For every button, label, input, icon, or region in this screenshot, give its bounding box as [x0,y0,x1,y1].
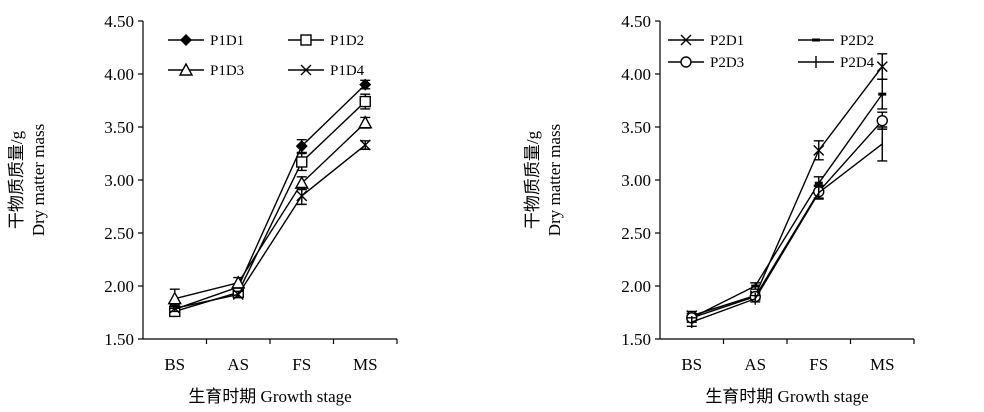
data-point [231,275,246,289]
x-axis-title: 生育时期 Growth stage [188,387,351,406]
data-point [295,140,308,153]
y-tick-label: 3.50 [104,118,134,137]
series-line [174,84,366,310]
chart-panel-right: 1.50 2.00 2.50 3.00 3.50 4.00 4.50 BS AS FS MS生育时期… [523,12,915,406]
series-p2d1 [686,53,888,322]
legend-item-p2d2: P2D2 [798,33,874,49]
data-point [167,291,182,305]
y-tick-label: 4.00 [621,65,651,84]
series-p1d2 [169,93,371,318]
x-tick-label-ms: MS [353,355,378,374]
series-p1d1 [168,78,372,316]
legend-label: P2D2 [840,33,874,49]
legend-label: P1D2 [330,33,364,49]
y-tick-label: 4.00 [104,65,134,84]
data-point [232,288,244,300]
y-tick-label: 3.50 [621,118,651,137]
series-line [174,101,366,313]
legend-label: P1D4 [330,63,365,79]
x-tick-label-as: AS [227,355,249,374]
y-axis-title-cn: 干物质质量/g [7,130,26,229]
legend-item-p2d4: P2D4 [798,55,875,71]
legend-marker [300,34,312,46]
y-tick-label: 1.50 [104,330,134,349]
legend-label: P2D1 [710,33,744,49]
series-p1d3 [167,115,373,309]
legend-marker [178,62,194,76]
series-p2d3 [686,111,888,324]
series-line [691,120,883,319]
series-p2d2 [686,78,888,323]
y-tick-label: 4.50 [621,12,651,31]
x-tick-label-ms: MS [870,355,895,374]
data-point [358,115,373,129]
legend-item-p1d2: P1D2 [288,33,364,49]
series-line [691,66,883,317]
legend-marker [680,34,692,46]
legend-label: P2D3 [710,55,744,71]
data-point [876,114,888,127]
y-axis-title-en: Dry matter mass [29,124,48,236]
y-tick-label: 2.50 [621,224,651,243]
legend-label: P2D4 [840,55,875,71]
x-tick-label-bs: BS [681,355,702,374]
data-point [296,190,308,202]
legend-marker [180,34,192,46]
y-tick-label: 2.00 [621,277,651,296]
data-point [359,78,372,91]
x-axis-title: 生育时期 Growth stage [705,387,868,406]
x-tick-label-fs: FS [809,355,828,374]
x-tick-label-bs: BS [164,355,185,374]
legend-item-p1d4: P1D4 [288,63,365,79]
y-tick-label: 1.50 [621,330,651,349]
y-axis-title-en: Dry matter mass [545,124,564,236]
data-point [169,302,181,314]
legend-item-p2d1: P2D1 [668,33,744,49]
y-tick-label: 2.50 [104,224,134,243]
legend-marker [300,64,312,76]
series-line [174,122,366,300]
series-line [691,93,883,319]
data-point [359,139,371,151]
data-point [296,156,308,168]
x-tick-label-fs: FS [292,355,311,374]
y-tick-label: 3.00 [104,171,134,190]
legend-item-p1d3: P1D3 [168,62,244,79]
legend-item-p1d1: P1D1 [168,33,244,49]
series-line [691,143,883,323]
y-axis-title-cn: 干物质质量/g [523,130,542,229]
chart-panel-left: 1.50 2.00 2.50 3.00 3.50 4.00 4.50 BS AS FS MS生育时期… [7,12,398,406]
y-tick-label: 4.50 [104,12,134,31]
data-point [876,61,888,73]
series-p1d4 [169,139,371,314]
y-tick-label: 2.00 [104,277,134,296]
series-p2d4 [686,126,888,329]
series-line [174,144,366,309]
y-tick-label: 3.00 [621,171,651,190]
legend-label: P1D1 [210,33,244,49]
legend-marker [680,56,692,68]
x-tick-label-as: AS [744,355,766,374]
legend-item-p2d3: P2D3 [668,55,744,71]
legend-label: P1D3 [210,63,244,79]
data-point [359,95,371,108]
data-point [813,144,825,156]
